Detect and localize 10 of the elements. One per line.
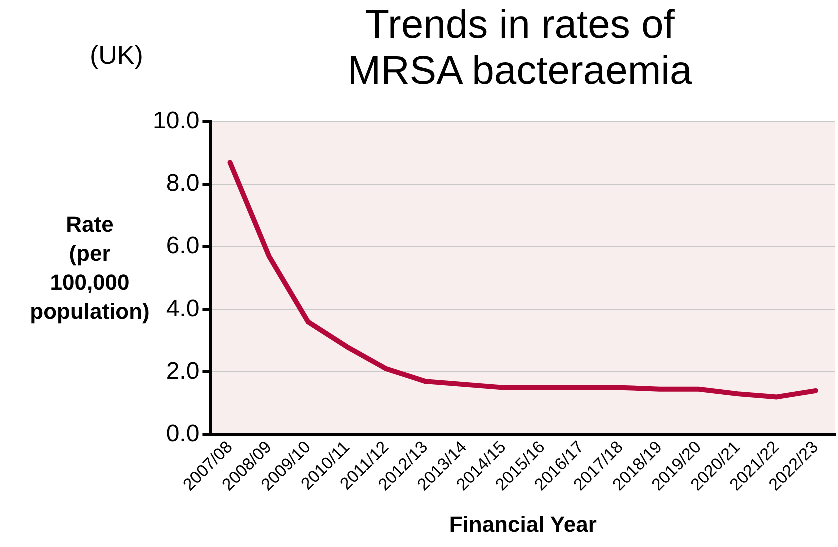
y-tick-label: 8.0 — [166, 170, 200, 198]
y-tick-label: 0.0 — [166, 420, 200, 448]
chart-subtitle: (UK) — [90, 40, 144, 71]
y-tick-label: 2.0 — [166, 358, 200, 385]
y-axis-title: Rate (per 100,000 population) — [30, 212, 150, 324]
chart-title: Trends in rates of MRSA bacteraemia — [346, 2, 694, 94]
x-axis-title: Financial Year — [449, 512, 598, 537]
y-tick-label: 10.0 — [152, 108, 200, 135]
y-tick-label: 6.0 — [166, 232, 200, 260]
y-tick-label: 4.0 — [166, 295, 200, 322]
